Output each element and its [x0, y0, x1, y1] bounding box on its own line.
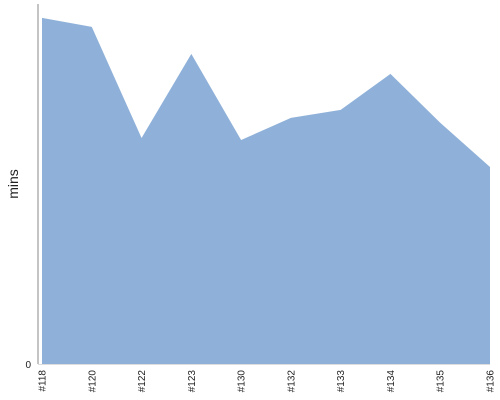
x-tick-label: #123 — [187, 370, 198, 393]
plot-area — [42, 17, 490, 364]
y-axis-ticks: 0 — [25, 360, 31, 371]
x-tick-label: #136 — [486, 370, 497, 393]
x-tick-label: #134 — [386, 370, 397, 393]
axes — [37, 4, 490, 365]
y-tick-label: 0 — [25, 360, 31, 371]
y-axis-title: mins — [5, 169, 21, 199]
x-tick-label: #118 — [38, 370, 49, 392]
area-series-0 — [42, 17, 490, 364]
x-tick-label: #132 — [286, 370, 297, 393]
x-tick-label: #135 — [436, 370, 447, 393]
x-tick-label: #130 — [237, 370, 248, 393]
x-tick-label: #120 — [87, 370, 98, 393]
x-tick-label: #122 — [137, 370, 148, 393]
x-tick-label: #133 — [336, 370, 347, 393]
x-axis-ticks: #118 #120 #122 #123 #130 #132 #133 #134 #135 #136 — [38, 370, 497, 393]
